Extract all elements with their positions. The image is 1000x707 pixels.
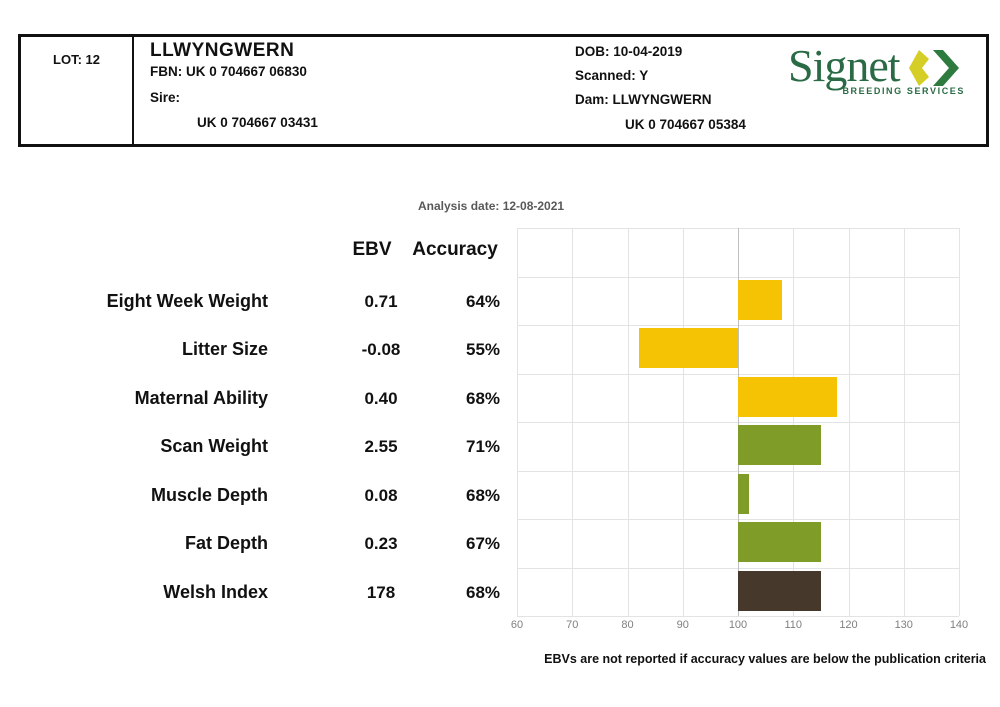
ebv-bar — [738, 522, 821, 562]
accuracy-value: 55% — [465, 340, 501, 359]
x-tick-label: 90 — [676, 619, 689, 631]
animal-name: LLWYNGWERN — [150, 40, 295, 61]
signet-diamond-icon — [909, 50, 959, 86]
dam: Dam: LLWYNGWERN — [575, 92, 712, 107]
trait-label: Eight Week Weight — [106, 290, 268, 311]
ebv-value: 0.71 — [364, 291, 398, 311]
ebv-value: 0.23 — [364, 534, 398, 553]
accuracy-value: 68% — [465, 485, 501, 505]
ebv-value: 2.55 — [364, 437, 398, 456]
ebv-bar — [738, 570, 821, 611]
lot-number: LOT: 12 — [21, 37, 134, 144]
sire-label: Sire: — [150, 90, 181, 105]
vertical-gridline — [848, 228, 850, 616]
x-tick-label: 130 — [894, 619, 913, 631]
ebv-value: 0.40 — [364, 388, 398, 408]
ebv-bar — [738, 473, 750, 514]
ebv-value: -0.08 — [361, 340, 401, 359]
trait-label: Muscle Depth — [150, 484, 268, 505]
dam-id: UK 0 704667 05384 — [625, 117, 746, 132]
signet-logo-text: Signet — [788, 40, 901, 91]
ebv-bar — [738, 279, 783, 320]
accuracy-value: 68% — [465, 582, 501, 602]
vertical-gridline — [682, 228, 684, 616]
trait-table: Eight Week Weight 0.71 64% Litter Size -0.08… — [0, 228, 1000, 616]
table-row: Litter Size -0.08 55% — [0, 325, 520, 374]
x-tick-label: 60 — [510, 619, 524, 631]
ebv-value: 178 — [366, 582, 396, 602]
dob: DOB: 10-04-2019 — [575, 44, 683, 59]
vertical-gridline — [572, 228, 574, 616]
vertical-gridline — [959, 228, 960, 616]
accuracy-value: 68% — [465, 388, 501, 408]
animal-fbn: FBN: UK 0 704667 06830 — [150, 64, 307, 79]
x-tick-label: 100 — [728, 619, 748, 631]
vertical-gridline — [627, 228, 629, 616]
accuracy-column-header: Accuracy — [412, 239, 498, 260]
table-row: Welsh Index 178 68% — [0, 568, 520, 617]
plot-area — [517, 228, 960, 617]
vertical-gridline — [517, 228, 518, 616]
sire-id: UK 0 704667 03431 — [197, 115, 318, 130]
accuracy-value: 67% — [465, 534, 501, 553]
trait-label: Scan Weight — [160, 436, 268, 456]
x-tick-label: 110 — [784, 619, 803, 631]
trait-label: Maternal Ability — [134, 387, 268, 408]
table-row: Scan Weight 2.55 71% — [0, 422, 520, 471]
baseline-gridline — [738, 228, 739, 616]
x-tick-label: 140 — [949, 619, 969, 631]
ebv-bar — [738, 425, 821, 465]
accuracy-value: 71% — [465, 437, 501, 456]
scanned-status: Scanned: Y — [575, 68, 649, 83]
ebv-column-header: EBV — [352, 239, 392, 260]
ebv-value: 0.08 — [364, 485, 398, 505]
x-tick-label: 80 — [621, 619, 634, 631]
x-axis: 60 70 80 90 100 110 120 130 140 — [511, 616, 968, 636]
signet-logo-subtext: BREEDING SERVICES — [842, 86, 965, 96]
table-row: Eight Week Weight 0.71 64% — [0, 277, 520, 326]
trait-label: Litter Size — [181, 339, 268, 359]
vertical-gridline — [793, 228, 795, 616]
x-tick-label: 120 — [839, 619, 858, 631]
table-row: Fat Depth 0.23 67% — [0, 519, 520, 568]
table-row: Muscle Depth 0.08 68% — [0, 471, 520, 520]
table-row: Maternal Ability 0.40 68% — [0, 374, 520, 423]
trait-label: Fat Depth — [185, 533, 268, 553]
trait-label: Welsh Index — [163, 581, 268, 602]
animal-header-box: LOT: 12 — [18, 34, 989, 147]
x-tick-label: 70 — [566, 619, 579, 631]
analysis-date: Analysis date: 12-08-2021 — [418, 199, 565, 213]
horizontal-gridline — [517, 616, 959, 617]
accuracy-value: 64% — [465, 291, 501, 311]
ebv-bar — [638, 328, 738, 368]
ebv-bar — [738, 376, 838, 417]
vertical-gridline — [903, 228, 905, 616]
publication-footnote: EBVs are not reported if accuracy values… — [544, 652, 986, 666]
